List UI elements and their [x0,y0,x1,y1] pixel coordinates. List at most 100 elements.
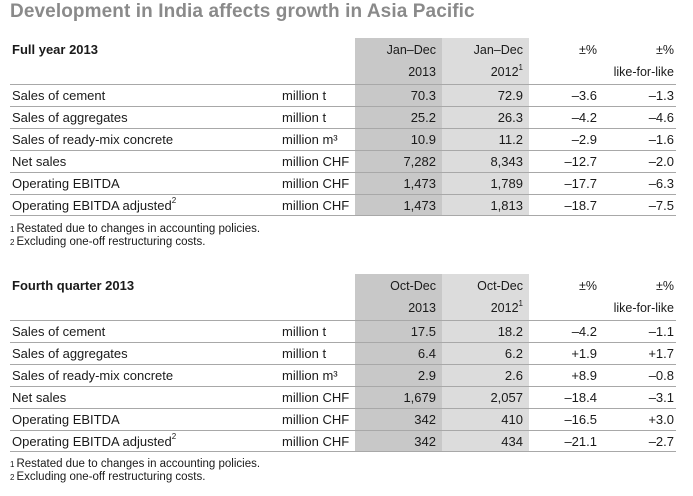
footnote-marker: 1 [10,225,15,234]
value-like-for-like-cell: –6.3 [603,173,676,194]
value-prior-year: 11.2 [498,132,523,147]
footnote-marker: 2 [10,473,15,482]
value-change-pct-cell: –21.1 [529,431,603,451]
value-prior-year: 434 [501,434,523,449]
value-like-for-like: –2.7 [648,434,674,449]
value-change-pct-cell: –2.9 [529,129,603,150]
row-label-text: Sales of aggregates [12,110,128,125]
value-current-year: 1,679 [403,390,436,405]
value-current-year: 2.9 [417,368,436,383]
table-row: Sales of cement million t 70.3 72.9 –3.6 –1.3 [10,84,676,106]
row-label: Sales of cement [12,324,105,339]
value-current-year: 70.3 [410,88,436,103]
full-year-table: Full year 2013 Jan–Dec 2013 Jan–Dec 20121 ±% ±… [10,38,676,216]
row-label-text: Net sales [12,154,67,169]
value-like-for-like: +1.7 [648,346,674,361]
section-title: Full year 2013 [12,42,98,57]
value-prior-year-cell: 26.3 [442,107,529,128]
column-like-for-like-header: ±% like-for-like [603,38,676,84]
footnote-marker: 2 [171,196,177,205]
table-row: Sales of aggregates million t 25.2 26.3 –4.2… [10,106,676,128]
value-change-pct-cell: –18.7 [529,195,603,215]
footnote: 2 Excluding one-off restructuring costs. [10,471,260,484]
value-change-pct: –16.5 [564,412,597,427]
table-row: Operating EBITDA million CHF 342 410 –16.5 +3… [10,408,676,430]
full-year-footnotes: 1 Restated due to changes in accounting p… [10,223,260,249]
value-change-pct: –2.9 [571,132,597,147]
header-year-text: like-for-like [613,301,674,315]
value-current-year-cell: 2.9 [355,365,442,386]
value-like-for-like-cell: –2.0 [603,151,676,172]
table-row: Operating EBITDA million CHF 1,473 1,789 –17… [10,172,676,194]
value-current-year: 1,473 [403,198,436,213]
value-like-for-like-cell: –2.7 [603,431,676,451]
table-header: Fourth quarter 2013 Oct-Dec 2013 Oct-Dec 201… [10,274,676,320]
value-current-year-cell: 342 [355,431,442,451]
table-row: Operating EBITDA adjusted2 million CHF 1,4… [10,194,676,216]
row-label-text: Operating EBITDA adjusted [12,198,172,213]
value-current-year-cell: 70.3 [355,85,442,106]
row-label-text: Net sales [12,390,67,405]
row-unit: million CHF [282,176,350,191]
column-current-year-header: Jan–Dec 2013 [355,38,442,84]
value-current-year-cell: 7,282 [355,151,442,172]
value-like-for-like-cell: –3.1 [603,387,676,408]
value-like-for-like: –1.6 [648,132,674,147]
row-unit: million CHF [282,154,350,169]
value-change-pct: –4.2 [571,324,597,339]
row-unit: million t [282,324,327,339]
value-current-year: 1,473 [403,176,436,191]
row-label-text: Operating EBITDA [12,412,120,427]
value-like-for-like: –6.3 [648,176,674,191]
value-prior-year: 2,057 [490,390,523,405]
value-like-for-like-cell: –0.8 [603,365,676,386]
header-year: 2013 [408,65,436,79]
value-prior-year-cell: 8,343 [442,151,529,172]
value-like-for-like: –1.3 [648,88,674,103]
row-unit: million CHF [282,412,350,427]
value-change-pct-cell: –4.2 [529,107,603,128]
row-label: Sales of ready-mix concrete [12,368,173,383]
value-like-for-like: –0.8 [648,368,674,383]
value-current-year-cell: 25.2 [355,107,442,128]
row-label-text: Operating EBITDA [12,176,120,191]
value-change-pct: –21.1 [564,434,597,449]
table-row: Sales of aggregates million t 6.4 6.2 +1.9 +1… [10,342,676,364]
value-like-for-like-cell: –7.5 [603,195,676,215]
value-change-pct-cell: +1.9 [529,343,603,364]
value-current-year-cell: 342 [355,409,442,430]
header-year: 2013 [408,301,436,315]
value-change-pct-cell: –18.4 [529,387,603,408]
value-change-pct-cell: –3.6 [529,85,603,106]
value-prior-year-cell: 2.6 [442,365,529,386]
row-label: Net sales [12,154,66,169]
fourth-quarter-table: Fourth quarter 2013 Oct-Dec 2013 Oct-Dec 201… [10,274,676,452]
value-current-year-cell: 10.9 [355,129,442,150]
row-unit: million m³ [282,132,338,147]
row-label-text: Operating EBITDA adjusted [12,434,172,449]
value-change-pct: –3.6 [571,88,597,103]
value-current-year: 6.4 [417,346,436,361]
column-prior-year-header: Oct-Dec 20121 [442,274,529,320]
value-prior-year-cell: 1,789 [442,173,529,194]
value-prior-year-cell: 434 [442,431,529,451]
value-like-for-like-cell: +1.7 [603,343,676,364]
value-prior-year: 8,343 [490,154,523,169]
footnote: 2 Excluding one-off restructuring costs. [10,236,260,249]
value-prior-year: 26.3 [497,110,523,125]
footnote-marker: 1 [10,460,15,469]
header-year-text: 2012 [490,65,519,79]
value-current-year: 342 [414,434,436,449]
value-like-for-like-cell: +3.0 [603,409,676,430]
footnote: 1 Restated due to changes in accounting p… [10,458,260,471]
value-prior-year: 18.2 [497,324,523,339]
value-current-year-cell: 1,473 [355,195,442,215]
table-row: Net sales million CHF 7,282 8,343 –12.7 –2.0 [10,150,676,172]
value-change-pct-cell: –16.5 [529,409,603,430]
row-label: Sales of aggregates [12,110,128,125]
value-current-year: 7,282 [403,154,436,169]
value-like-for-like-cell: –1.3 [603,85,676,106]
row-label: Sales of cement [12,88,105,103]
value-like-for-like: +3.0 [648,412,674,427]
value-change-pct: –4.2 [571,110,597,125]
